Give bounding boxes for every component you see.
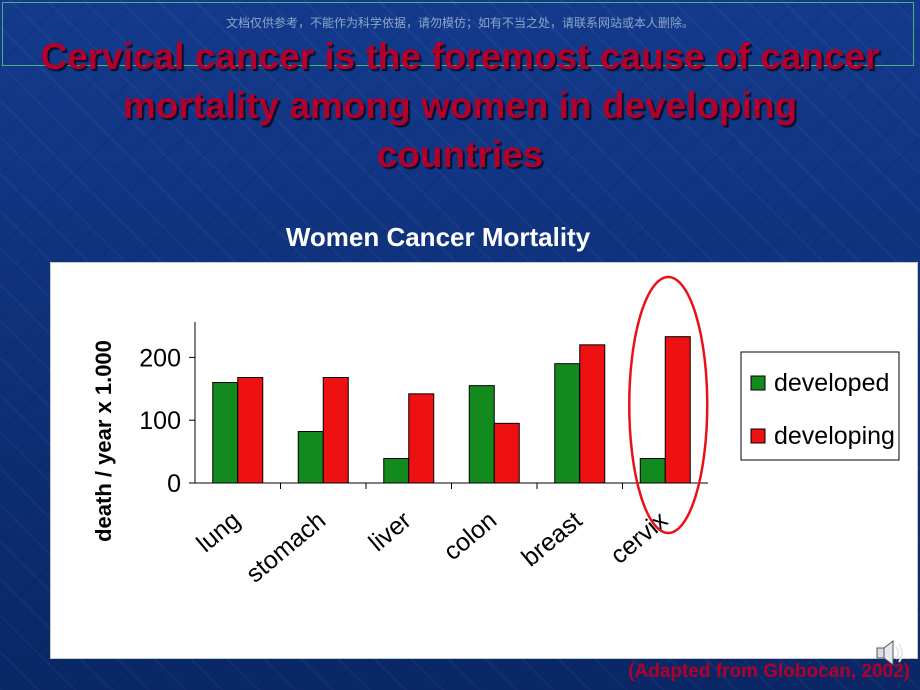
- bar-developing: [664, 336, 691, 484]
- legend-swatch-developing: [750, 428, 766, 444]
- highlight-ellipse: [628, 275, 709, 535]
- bar-developing: [579, 344, 606, 484]
- x-tick-label: colon: [438, 506, 502, 566]
- bar-developing: [408, 393, 435, 484]
- slide-title: Cervical cancer is the foremost cause of…: [40, 36, 880, 175]
- chart-panel: 0 100 200 death / year x 1.000 lung stomach li…: [50, 262, 918, 659]
- bar-developing: [493, 422, 520, 484]
- bar-developed: [554, 363, 581, 484]
- bar-developing: [322, 376, 349, 484]
- bar-developed: [468, 385, 495, 484]
- bar-developed: [297, 431, 324, 484]
- legend-swatch-developed: [750, 375, 766, 391]
- y-tick-label: 200: [139, 344, 181, 372]
- chart-title: Women Cancer Mortality: [285, 222, 591, 252]
- x-tick-label: cervix: [605, 506, 673, 570]
- watermark-text: 文档仅供参考，不能作为科学依据，请勿模仿；如有不当之处，请联系网站或本人删除。: [225, 16, 694, 30]
- bar-developed: [383, 458, 410, 484]
- x-tick-label: stomach: [241, 506, 331, 588]
- x-tick-label: breast: [516, 506, 587, 572]
- legend-label-developed: developed: [774, 369, 889, 397]
- source-note: (Adapted from Globocan, 2002): [628, 661, 910, 682]
- bar-developed: [639, 458, 666, 484]
- y-tick-label: 0: [167, 470, 181, 498]
- speaker-icon[interactable]: [872, 636, 906, 670]
- bar-developed: [212, 382, 239, 484]
- y-axis-label: death / year x 1.000: [91, 340, 116, 542]
- legend-label-developing: developing: [774, 422, 895, 450]
- watermark-frame: [2, 2, 914, 66]
- bar-developing: [237, 376, 264, 484]
- x-tick-label: liver: [363, 506, 416, 557]
- x-tick-label: lung: [191, 506, 245, 558]
- legend-box: [740, 351, 900, 461]
- y-tick-label: 100: [139, 407, 181, 435]
